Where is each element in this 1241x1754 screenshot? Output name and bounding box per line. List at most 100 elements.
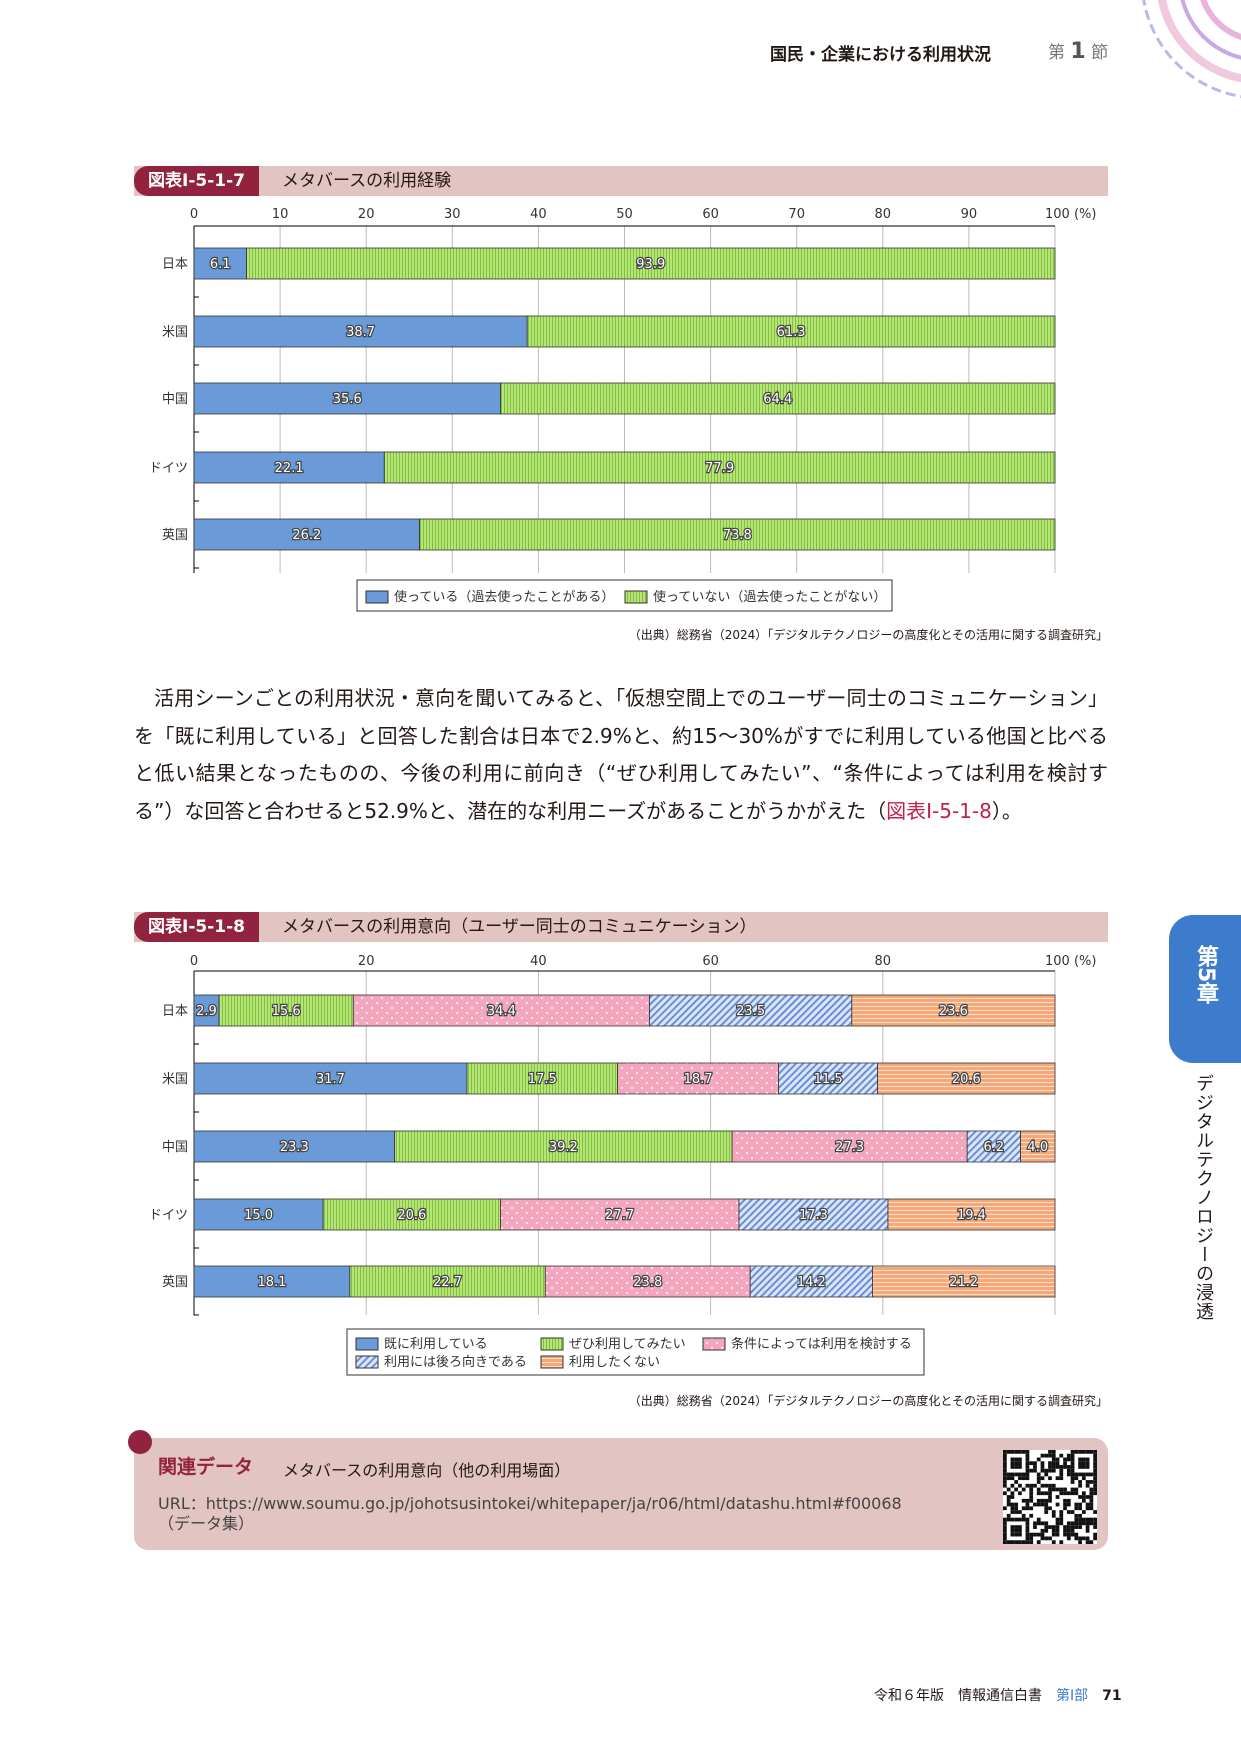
bar-segment (466, 1062, 619, 1095)
x-tick-label: 40 (530, 207, 547, 222)
chapter-title-vertical: デジタルテクノロジーの浸透 (1193, 1074, 1214, 1321)
data-label: 11.5 (814, 1072, 843, 1087)
legend (346, 1328, 925, 1376)
related-data-heading: 関連データ (158, 1456, 254, 1478)
x-tick-label: 30 (444, 207, 461, 222)
data-label: 15.0 (244, 1208, 273, 1223)
figure2-title: メタバースの利用意向（ユーザー同士のコミュニケーション） (282, 917, 757, 937)
legend-swatch (540, 1355, 564, 1369)
figure-reference-link[interactable]: 図表Ⅰ-5-1-8 (886, 798, 992, 823)
data-label: 20.6 (952, 1072, 981, 1087)
bar-segment (877, 1062, 1056, 1095)
category-label: 米国 (162, 1072, 188, 1087)
data-label: 27.3 (835, 1140, 864, 1155)
legend-label: 使っていない（過去使ったことがない） (653, 589, 886, 605)
body-paragraph: 活用シーンごとの利用状況・意向を聞いてみると、「仮想空間上でのユーザー同士のコミ… (134, 686, 1108, 823)
bar-segment (649, 994, 853, 1027)
x-tick-label: 50 (616, 207, 633, 222)
data-label: 4.0 (1027, 1140, 1048, 1155)
chapter-tab[interactable]: 第5章 (1169, 915, 1241, 1063)
data-label: 18.1 (257, 1275, 286, 1290)
legend-swatch (355, 1337, 379, 1351)
data-label: 23.5 (736, 1004, 765, 1019)
bar-segment (749, 1265, 873, 1298)
data-label: 27.7 (605, 1208, 634, 1223)
related-data-url[interactable]: URL：https://www.soumu.go.jp/johotsusinto… (158, 1494, 902, 1513)
bar-segment (1020, 1130, 1056, 1163)
legend-label: 既に利用している (384, 1337, 488, 1352)
related-data-box (134, 1438, 1108, 1550)
bar-segment (193, 1062, 468, 1095)
section-number: 第 1 節 (1048, 39, 1109, 64)
bar-segment (322, 1198, 501, 1231)
category-label: 日本 (162, 257, 188, 272)
data-label: 18.7 (684, 1072, 713, 1087)
category-label: 日本 (162, 1004, 188, 1019)
data-label: 73.8 (723, 528, 752, 543)
data-label: 15.6 (272, 1004, 301, 1019)
x-tick-label: 0 (190, 207, 198, 222)
x-tick-label: 40 (530, 954, 547, 969)
data-label: 64.4 (763, 392, 792, 407)
bar-segment (966, 1130, 1021, 1163)
bar-segment (193, 382, 501, 415)
decorative-arcs (1142, 0, 1241, 98)
x-tick-label: 80 (875, 207, 892, 222)
figure2-source: （出典）総務省（2024）「デジタルテクノロジーの高度化とその活用に関する調査研… (628, 1394, 1108, 1408)
data-label: 14.2 (797, 1275, 826, 1290)
page-number: 71 (1102, 1688, 1122, 1704)
data-label: 38.7 (346, 325, 375, 340)
category-label: 米国 (162, 325, 188, 340)
data-label: 20.6 (397, 1208, 426, 1223)
bar-segment (419, 518, 1056, 551)
legend-label: 利用には後ろ向きである (384, 1354, 527, 1370)
category-label: ドイツ (149, 461, 188, 476)
data-label: 2.9 (196, 1004, 217, 1019)
related-data-title: メタバースの利用意向（他の利用場面） (283, 1461, 571, 1480)
legend-label: ぜひ利用してみたい (569, 1337, 686, 1352)
bar-segment (193, 451, 385, 484)
data-label: 21.2 (949, 1275, 978, 1290)
bar-segment (500, 382, 1056, 415)
category-label: ドイツ (149, 1208, 188, 1223)
data-label: 35.6 (333, 392, 362, 407)
category-label: 中国 (162, 392, 188, 407)
chart1: 0 10 20 30 40 50 60 70 80 90 100 (%) 日本 6.1 93.9 米国 38.… (149, 207, 1096, 612)
bar-segment (394, 1130, 733, 1163)
bar-segment (218, 994, 354, 1027)
x-tick-label: 10 (272, 207, 289, 222)
data-label: 39.2 (549, 1140, 578, 1155)
x-tick-label: 70 (788, 207, 805, 222)
figure1-title: メタバースの利用経験 (282, 171, 452, 191)
category-label: 英国 (162, 1275, 188, 1290)
data-label: 17.5 (528, 1072, 557, 1087)
bar-segment (349, 1265, 546, 1298)
data-label: 34.4 (487, 1004, 516, 1019)
footer: 令和６年版 情報通信白書 第Ⅰ部 71 (874, 1688, 1122, 1704)
x-tick-label: 0 (190, 954, 198, 969)
bar-segment (738, 1198, 889, 1231)
bar-segment (193, 1265, 351, 1298)
data-label: 22.1 (275, 461, 304, 476)
bar-segment (193, 315, 528, 348)
bar-segment (731, 1130, 968, 1163)
x-tick-label: 80 (875, 954, 892, 969)
x-tick-label: 90 (961, 207, 978, 222)
x-tick-label: 20 (358, 207, 375, 222)
bullet-dot-icon (128, 1430, 152, 1454)
bar-segment (193, 994, 220, 1027)
data-label: 26.2 (292, 528, 321, 543)
data-label: 23.6 (939, 1004, 968, 1019)
qr-code-icon[interactable] (1003, 1450, 1097, 1544)
bar-segment (526, 315, 1056, 348)
legend-label: 利用したくない (569, 1355, 660, 1370)
data-label: 19.4 (957, 1208, 986, 1223)
bar-segment (851, 994, 1056, 1027)
legend-swatch (355, 1355, 379, 1369)
x-tick-label: 60 (702, 954, 719, 969)
chart2: 0 20 40 60 80 100 (%) 日本 2.9 15.6 34.4 23.5 23.6 米国 3… (149, 954, 1096, 1376)
data-label: 77.9 (705, 461, 734, 476)
legend-swatch (540, 1337, 564, 1351)
data-label: 23.8 (633, 1275, 662, 1290)
